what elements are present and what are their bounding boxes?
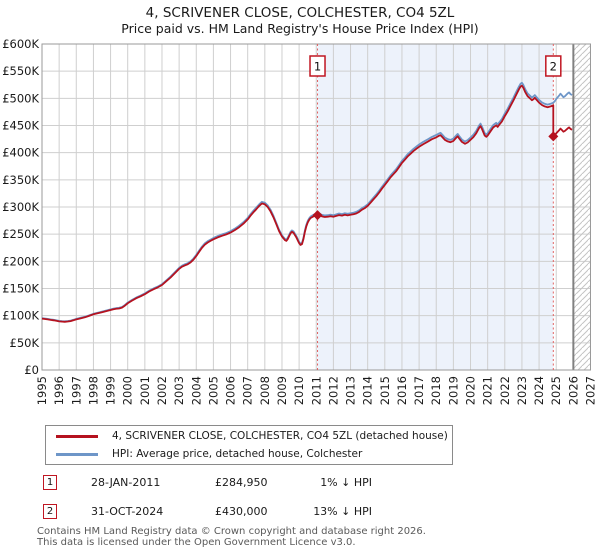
y-axis-label: £600K [2, 37, 39, 51]
sale-2-diamond-marker [548, 131, 559, 142]
x-axis-label: 2012 [326, 376, 340, 405]
legend-row-property: 4, SCRIVENER CLOSE, COLCHESTER, CO4 5ZL … [46, 429, 452, 443]
chart-title: 4, SCRIVENER CLOSE, COLCHESTER, CO4 5ZL [146, 5, 455, 21]
x-axis-label: 2026 [566, 376, 580, 405]
x-axis-label: 2023 [515, 376, 529, 405]
x-axis-label: 2014 [361, 376, 375, 405]
y-axis-label: £450K [2, 119, 39, 133]
future-hatch-region [573, 44, 591, 370]
y-axis-label: £50K [10, 336, 40, 350]
x-axis-label: 2000 [121, 376, 135, 405]
footer-line-1: Contains HM Land Registry data © Crown c… [37, 526, 426, 537]
x-axis-label: 2024 [532, 376, 546, 405]
sale-2-marker-box [545, 55, 562, 77]
y-axis-label: £100K [2, 309, 39, 323]
x-axis-label: 2016 [395, 376, 409, 405]
sale-1-marker-label: 1 [314, 60, 321, 74]
sale-1-diamond-marker [312, 210, 323, 221]
legend-hpi-label: HPI: Average price, detached house, Colc… [112, 448, 363, 460]
property-price-line [41, 84, 573, 323]
y-axis-label: £0 [24, 363, 39, 377]
price-chart: 1 2 £0 £50K £100K £150K £200K £250K £300K £350K £4… [2, 5, 597, 405]
plot-border [41, 43, 591, 371]
sale-1-price: £284,950 [215, 476, 268, 489]
legend-row-hpi: HPI: Average price, detached house, Colc… [46, 447, 452, 461]
x-axis-label: 2004 [189, 376, 203, 405]
y-axis-label: £300K [2, 200, 39, 214]
y-axis-label: £250K [2, 227, 39, 241]
legend-box: 4, SCRIVENER CLOSE, COLCHESTER, CO4 5ZL … [45, 425, 453, 465]
x-axis-label: 2019 [446, 376, 460, 405]
sale-2-marker-label: 2 [550, 60, 557, 74]
footer-attribution: Contains HM Land Registry data © Crown c… [37, 526, 426, 548]
x-axis-label: 2003 [172, 376, 186, 405]
x-axis-label: 2007 [241, 376, 255, 405]
x-axis-label: 2017 [412, 376, 426, 405]
x-axis-label: 2002 [155, 376, 169, 405]
sale-1-marker-box [309, 55, 326, 77]
x-axis-label: 2013 [344, 376, 358, 405]
hpi-line-swatch [56, 452, 98, 456]
sale-2-hpi-diff: 13% ↓ HPI [313, 505, 372, 518]
x-axis-label: 2001 [138, 376, 152, 405]
sale-1-date: 28-JAN-2011 [91, 476, 161, 489]
x-axis-label: 2022 [498, 376, 512, 405]
x-axis-label: 2021 [481, 376, 495, 405]
y-axis-label: £350K [2, 173, 39, 187]
sale-2-price: £430,000 [215, 505, 268, 518]
x-axis-label: 2018 [429, 376, 443, 405]
chart-generated-layers: 1 2 £0 £50K £100K £150K £200K £250K £300K £350K £4… [2, 37, 597, 405]
x-axis-label: 2006 [224, 376, 238, 405]
y-axis-label: £150K [2, 282, 39, 296]
sale-2-number-badge: 2 [43, 504, 57, 519]
y-axis-label: £200K [2, 254, 39, 268]
x-axis-label: 1996 [52, 376, 66, 405]
x-axis-label: 2020 [464, 376, 478, 405]
y-axis-label: £500K [2, 91, 39, 105]
x-axis-label: 1995 [35, 376, 49, 405]
chart-subtitle: Price paid vs. HM Land Registry's House … [121, 21, 478, 36]
sale-row-2: 2 31-OCT-2024 £430,000 13% ↓ HPI [0, 504, 600, 520]
x-axis-label: 1998 [86, 376, 100, 405]
sale-2-date: 31-OCT-2024 [91, 505, 164, 518]
sale-row-1: 1 28-JAN-2011 £284,950 1% ↓ HPI [0, 475, 600, 491]
x-axis-label: 2025 [549, 376, 563, 405]
x-axis-label: 2010 [292, 376, 306, 405]
x-axis-label: 1997 [69, 376, 83, 405]
sale-1-hpi-diff: 1% ↓ HPI [320, 476, 372, 489]
x-axis-label: 2009 [275, 376, 289, 405]
legend-property-label: 4, SCRIVENER CLOSE, COLCHESTER, CO4 5ZL … [112, 430, 448, 442]
x-axis-label: 2005 [206, 376, 220, 405]
x-axis-label: 2008 [258, 376, 272, 405]
sale-1-number-badge: 1 [43, 475, 57, 490]
y-axis-label: £550K [2, 64, 39, 78]
x-axis-label: 1999 [104, 376, 118, 405]
footer-line-2: This data is licensed under the Open Gov… [37, 536, 356, 548]
property-line-swatch [56, 434, 98, 438]
x-axis-label: 2027 [584, 376, 598, 405]
x-axis-label: 2011 [309, 376, 323, 405]
y-axis-label: £400K [2, 146, 39, 160]
x-axis-label: 2015 [378, 376, 392, 405]
